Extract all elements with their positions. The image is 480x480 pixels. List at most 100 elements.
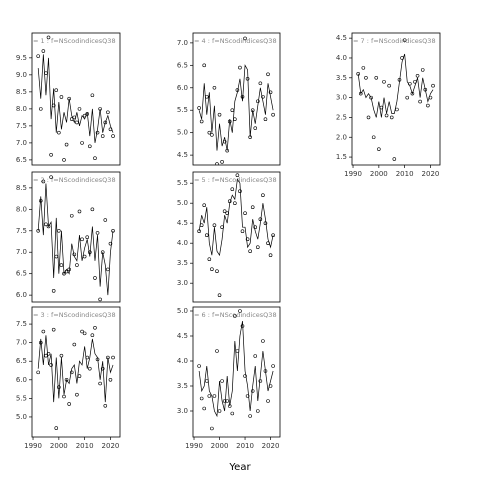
plot-area: = 7 : f=NScodindicesQ38 [353,37,436,161]
data-point [245,237,250,241]
data-point [233,201,237,205]
data-point [238,309,242,313]
y-tick-label: 4.0 [336,54,347,62]
data-point [69,370,74,375]
data-point [62,394,66,399]
data-point [199,396,204,401]
data-point [100,134,105,138]
data-point [77,374,82,378]
data-point [210,426,214,431]
data-point [212,223,217,227]
data-point [93,325,97,330]
y-tick-label: 7.0 [16,139,27,147]
data-point [59,353,64,358]
data-point [374,75,379,80]
data-point [207,130,212,135]
panel-frame [31,32,121,166]
data-point [402,38,407,42]
plot-area: = 6 : f=NScodindicesQ38 [194,309,277,431]
x-tick-label: 2010 [236,442,254,450]
y-tick-label: 7.0 [16,248,27,256]
data-point [217,409,222,413]
x-tick-label: 2020 [102,442,120,450]
data-point [75,120,79,125]
data-point [256,99,260,104]
data-point [217,293,222,298]
y-tick-label: 6.0 [177,84,188,92]
y-tick-label: 9.5 [16,54,27,62]
data-point [103,120,108,125]
data-point [95,130,100,135]
data-point [395,107,399,112]
panel-frame [31,306,121,438]
y-tick-label: 5.0 [16,413,27,421]
y-tick-label: 5.0 [177,129,188,137]
panel: 3.0 3.5 4.0 4.5 5.0 5.5 = 5 : f=NScodindicesQ3… [177,171,281,303]
data-point [57,385,61,390]
data-point [90,207,95,212]
plot-area: = 3 : f=NScodindicesQ38 [33,311,116,430]
data-point [263,117,268,122]
y-tick-label: 6.5 [16,357,27,365]
fit-line [198,178,274,257]
data-point [217,112,222,117]
data-point [54,426,59,430]
data-point [41,49,46,53]
data-point [240,229,245,233]
data-point [49,152,53,157]
data-point [222,399,227,403]
data-point [248,414,252,418]
panel: 6.0 6.5 7.0 7.5 8.0 8.5 = 2 : f=NScodindicesQ3… [16,171,121,303]
data-point [263,221,268,225]
y-tick-label: 3.5 [177,382,188,390]
data-point [377,147,381,151]
data-point [243,36,247,41]
x-tick-label: 2010 [76,442,94,450]
data-point [210,267,214,272]
panel-frame [192,171,281,303]
data-point [245,394,250,398]
y-tick-label: 9.0 [16,71,27,79]
data-point [90,93,95,98]
data-point [77,107,82,111]
x-tick-label: 2020 [262,442,280,450]
panel-frame [31,171,121,303]
data-point [36,54,40,58]
panel-label: = 4 : f=NScodindicesQ38 [194,37,277,45]
data-point [253,126,258,130]
data-point [106,267,110,272]
data-point [80,237,84,242]
plot-area: = 5 : f=NScodindicesQ38 [194,173,277,298]
data-point [75,263,79,267]
y-tick-label: 4.5 [177,332,188,340]
data-point [41,179,46,184]
data-point [106,110,110,115]
panel-label: = 5 : f=NScodindicesQ38 [194,176,277,184]
data-point [75,392,79,397]
data-point [202,203,207,207]
x-tick-label: 1990 [344,170,362,178]
panel-frame [192,32,281,166]
y-tick-label: 6.5 [177,61,188,69]
data-point [215,349,219,353]
data-point [235,173,240,177]
y-tick-label: 8.5 [16,184,27,192]
data-point [100,366,105,371]
data-point [54,254,59,259]
data-point [197,364,201,368]
y-tick-label: 3.5 [336,74,347,82]
data-point [103,218,108,222]
data-point [93,276,97,280]
data-point [418,99,422,104]
y-tick-label: 4.5 [177,219,188,227]
data-point [366,115,371,120]
data-point [88,144,92,149]
data-point [382,79,386,84]
x-tick-label: 2020 [422,170,440,178]
data-point [36,370,40,375]
data-point [67,402,71,406]
data-point [261,339,265,343]
data-point [384,113,389,118]
data-point [72,342,77,347]
